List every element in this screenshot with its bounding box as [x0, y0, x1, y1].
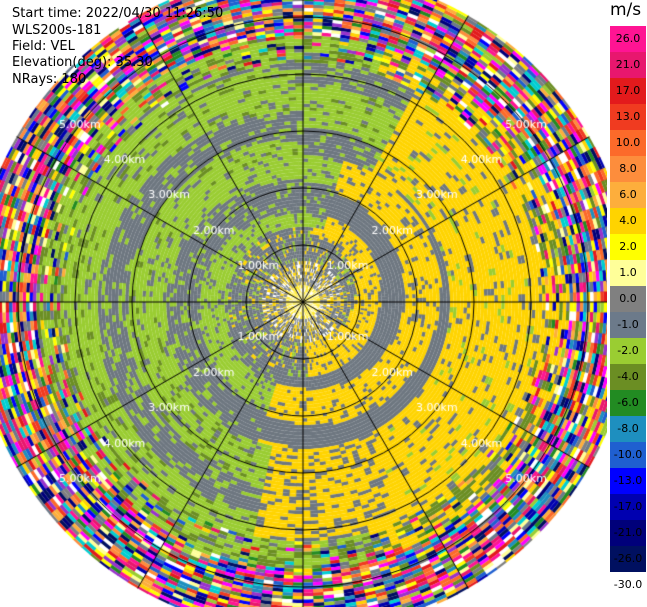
instrument-label: WLS200s-181	[12, 23, 102, 38]
colorbar-segment	[610, 182, 646, 208]
colorbar-unit: m/s	[610, 0, 642, 20]
colorbar-segment	[610, 364, 646, 390]
start-time-label: Start time: 2022/04/30 11:26:50	[12, 6, 224, 21]
colorbar-tick-label: 4.0	[619, 214, 637, 227]
colorbar-segment	[610, 234, 646, 260]
colorbar-segment	[610, 52, 646, 78]
colorbar-tick-label: -1.0	[617, 318, 639, 331]
colorbar-tick-label: 10.0	[615, 136, 641, 149]
ppi-plot	[0, 0, 607, 607]
colorbar-tick-label: 13.0	[615, 110, 641, 123]
colorbar-segment	[610, 156, 646, 182]
colorbar-segment	[610, 312, 646, 338]
colorbar-segment	[610, 26, 646, 52]
colorbar-segment	[610, 390, 646, 416]
colorbar-tick-label: 21.0	[615, 58, 641, 71]
colorbar-tick-label: 26.0	[615, 32, 641, 45]
colorbar-tick-label: 8.0	[619, 162, 637, 175]
colorbar-tick-label: -13.0	[613, 474, 643, 487]
colorbar-segment	[610, 260, 646, 286]
colorbar-tick-label: -4.0	[617, 370, 639, 383]
colorbar-segment	[610, 338, 646, 364]
colorbar-segment	[610, 130, 646, 156]
colorbar-tick-label: -26.0	[613, 552, 643, 565]
colorbar-tick-label: -30.0	[613, 578, 643, 591]
colorbar-tick-label: 17.0	[615, 84, 641, 97]
colorbar-segment	[610, 468, 646, 494]
colorbar-segment	[610, 416, 646, 442]
colorbar-segment	[610, 286, 646, 312]
colorbar-segment	[610, 494, 646, 520]
colorbar-tick-label: -8.0	[617, 422, 639, 435]
field-label: Field: VEL	[12, 39, 75, 54]
colorbar-segment	[610, 208, 646, 234]
colorbar-tick-label: -21.0	[613, 526, 643, 539]
nrays-label: NRays: 180	[12, 72, 87, 87]
colorbar-segment	[610, 442, 646, 468]
colorbar-segment	[610, 104, 646, 130]
colorbar-tick-label: 6.0	[619, 188, 637, 201]
colorbar-segment	[610, 546, 646, 572]
colorbar-segment	[610, 520, 646, 546]
colorbar-tick-label: -2.0	[617, 344, 639, 357]
colorbar-tick-label: -17.0	[613, 500, 643, 513]
colorbar-tick-label: 1.0	[619, 266, 637, 279]
colorbar-tick-label: -6.0	[617, 396, 639, 409]
elevation-label: Elevation(deg): 35.30	[12, 55, 153, 70]
colorbar-tick-label: 0.0	[619, 292, 637, 305]
colorbar-tick-label: 2.0	[619, 240, 637, 253]
colorbar-segment	[610, 78, 646, 104]
colorbar-tick-label: -10.0	[613, 448, 643, 461]
